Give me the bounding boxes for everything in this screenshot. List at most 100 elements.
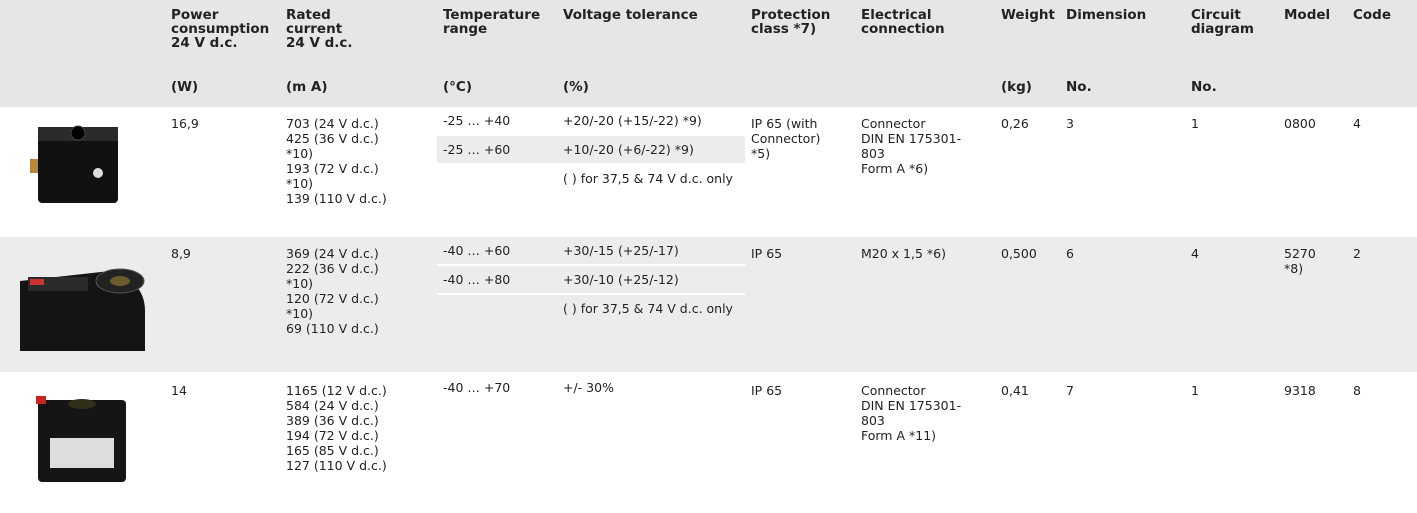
header-label-line: Voltage tolerance	[563, 8, 698, 22]
temperature-range: -40 … +80	[437, 272, 557, 287]
connection-line: Form A *11)	[861, 428, 989, 443]
range-row: -40 … +60+30/-15 (+25/-17)	[437, 237, 745, 266]
header-cell: Weight(kg)	[995, 0, 1060, 107]
product-image	[0, 111, 160, 229]
weight-cell: 0,500	[995, 236, 1060, 373]
current-line: 425 (36 V d.c.)	[286, 131, 431, 146]
ranges-cell: -40 … +60+30/-15 (+25/-17)-40 … +80+30/-…	[437, 236, 745, 373]
header-label-line: Circuit	[1191, 8, 1254, 22]
ranges-cell: -40 … +70+/- 30%	[437, 373, 745, 512]
temperature-range: -40 … +60	[437, 243, 557, 258]
header-label-line: diagram	[1191, 22, 1254, 36]
header-unit: (m A)	[286, 80, 328, 94]
current-line: 165 (85 V d.c.)	[286, 443, 431, 458]
current-line: 222 (36 V d.c.)	[286, 261, 431, 276]
protection-cell: IP 65	[745, 373, 855, 512]
coil-table: Powerconsumption24 V d.c.(W)Ratedcurrent…	[0, 0, 1417, 513]
current-line: 389 (36 V d.c.)	[286, 413, 431, 428]
protection-line: IP 65	[751, 383, 849, 398]
current-line: 120 (72 V d.c.)	[286, 291, 431, 306]
voltage-tolerance: +20/-20 (+15/-22) *9)	[557, 113, 745, 128]
connection-line: Connector	[861, 383, 989, 398]
ranges-cell: -25 … +40+20/-20 (+15/-22) *9)-25 … +60+…	[437, 107, 745, 236]
range-row: -25 … +40+20/-20 (+15/-22) *9)	[437, 107, 745, 136]
model-line: *8)	[1284, 261, 1341, 276]
voltage-note: ( ) for 37,5 & 74 V d.c. only	[437, 165, 745, 186]
dimension-cell: 6	[1060, 236, 1185, 373]
connection-line: DIN EN 175301-	[861, 131, 989, 146]
model-cell: 9318	[1278, 373, 1347, 512]
connection-line: Connector	[861, 116, 989, 131]
header-label-line: Protection	[751, 8, 830, 22]
header-cell: Code	[1347, 0, 1417, 107]
header-unit: (%)	[563, 80, 589, 94]
current-cell: 703 (24 V d.c.)425 (36 V d.c.)*10)193 (7…	[280, 107, 437, 236]
power-cell: 16,9	[165, 107, 280, 236]
model-line: 9318	[1284, 383, 1341, 398]
model-cell: 5270*8)	[1278, 236, 1347, 373]
voltage-tolerance: +10/-20 (+6/-22) *9)	[557, 142, 745, 157]
current-line: 193 (72 V d.c.)	[286, 161, 431, 176]
protection-cell: IP 65	[745, 236, 855, 373]
range-row: -40 … +80+30/-10 (+25/-12)	[437, 266, 745, 295]
header-label-line: connection	[861, 22, 945, 36]
code-cell: 8	[1347, 373, 1417, 512]
temperature-range: -25 … +60	[437, 142, 557, 157]
weight-cell: 0,26	[995, 107, 1060, 236]
product-image-cell	[0, 107, 165, 236]
power-cell: 8,9	[165, 236, 280, 373]
current-line: 369 (24 V d.c.)	[286, 246, 431, 261]
current-line: 194 (72 V d.c.)	[286, 428, 431, 443]
current-line: *10)	[286, 176, 431, 191]
product-image-cell	[0, 236, 165, 373]
current-line: *10)	[286, 146, 431, 161]
voltage-tolerance: +/- 30%	[557, 380, 745, 395]
header-label: Voltage tolerance	[563, 8, 698, 22]
product-image	[0, 378, 160, 496]
header-image-cell	[0, 0, 165, 107]
model-line: 0800	[1284, 116, 1341, 131]
header-label: Weight	[1001, 8, 1055, 22]
header-label-line: 24 V d.c.	[171, 36, 269, 50]
header-label-line: range	[443, 22, 540, 36]
circuit-cell: 4	[1185, 236, 1278, 373]
header-label: Code	[1353, 8, 1391, 22]
header-label-line: Dimension	[1066, 8, 1146, 22]
dimension-cell: 7	[1060, 373, 1185, 512]
table-row: 8,9 369 (24 V d.c.)222 (36 V d.c.) *10)120…	[0, 236, 1417, 373]
header-label-line: class *7)	[751, 22, 830, 36]
product-image-cell	[0, 373, 165, 512]
current-line: 139 (110 V d.c.)	[286, 191, 431, 206]
header-label-line: current	[286, 22, 353, 36]
code-cell: 4	[1347, 107, 1417, 236]
protection-line: IP 65	[751, 246, 849, 261]
temperature-range: -40 … +70	[437, 380, 557, 395]
header-unit: No.	[1066, 80, 1092, 94]
header-cell: Dimension No.	[1060, 0, 1185, 107]
current-cell: 1165 (12 V d.c.)584 (24 V d.c.)389 (36 V…	[280, 373, 437, 512]
voltage-tolerance: +30/-10 (+25/-12)	[557, 272, 745, 287]
protection-line: IP 65 (with	[751, 116, 849, 131]
power-cell: 14	[165, 373, 280, 512]
connection-line: 803	[861, 146, 989, 161]
connection-line: Form A *6)	[861, 161, 989, 176]
current-line: *10)	[286, 306, 431, 321]
voltage-tolerance: +30/-15 (+25/-17)	[557, 243, 745, 258]
connection-line: M20 x 1,5 *6)	[861, 246, 989, 261]
connection-cell: M20 x 1,5 *6)	[855, 236, 995, 373]
page: {"header": {"columns": [ {"label": ["Pow…	[0, 0, 1417, 509]
header-label-line: consumption	[171, 22, 269, 36]
temperature-range: -25 … +40	[437, 113, 557, 128]
